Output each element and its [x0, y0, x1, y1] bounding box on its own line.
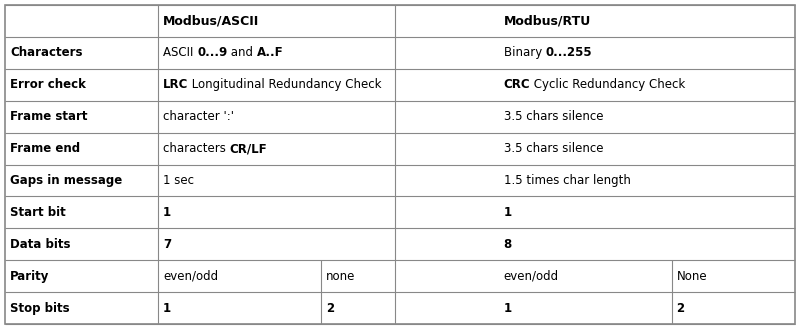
- Text: 2: 2: [677, 302, 685, 315]
- Text: Longitudinal Redundancy Check: Longitudinal Redundancy Check: [189, 78, 382, 91]
- Text: Characters: Characters: [10, 46, 82, 59]
- Text: Stop bits: Stop bits: [10, 302, 70, 315]
- Text: 7: 7: [163, 238, 171, 251]
- Text: 0...255: 0...255: [546, 46, 592, 59]
- Text: Frame start: Frame start: [10, 110, 87, 123]
- Text: 3.5 chars silence: 3.5 chars silence: [504, 110, 603, 123]
- Text: Modbus/RTU: Modbus/RTU: [504, 14, 591, 27]
- Text: A..F: A..F: [257, 46, 284, 59]
- Text: Gaps in message: Gaps in message: [10, 174, 122, 187]
- Text: Frame end: Frame end: [10, 142, 80, 155]
- Text: Binary: Binary: [504, 46, 546, 59]
- Text: 8: 8: [504, 238, 512, 251]
- Text: CR/LF: CR/LF: [230, 142, 267, 155]
- Text: 1: 1: [504, 206, 512, 219]
- Text: even/odd: even/odd: [163, 270, 218, 283]
- Text: LRC: LRC: [163, 78, 189, 91]
- Text: Cyclic Redundancy Check: Cyclic Redundancy Check: [530, 78, 686, 91]
- Text: even/odd: even/odd: [504, 270, 559, 283]
- Text: Data bits: Data bits: [10, 238, 70, 251]
- Text: 2: 2: [326, 302, 334, 315]
- Text: Modbus/ASCII: Modbus/ASCII: [163, 14, 259, 27]
- Text: ASCII: ASCII: [163, 46, 197, 59]
- Text: character ':': character ':': [163, 110, 234, 123]
- Text: 3.5 chars silence: 3.5 chars silence: [504, 142, 603, 155]
- Text: 1: 1: [163, 302, 171, 315]
- Text: 1: 1: [163, 206, 171, 219]
- Text: 0...9: 0...9: [197, 46, 227, 59]
- Text: none: none: [326, 270, 355, 283]
- Text: 1 sec: 1 sec: [163, 174, 194, 187]
- Text: Start bit: Start bit: [10, 206, 66, 219]
- Text: Parity: Parity: [10, 270, 50, 283]
- Text: 1: 1: [504, 302, 512, 315]
- Text: characters: characters: [163, 142, 230, 155]
- Text: and: and: [227, 46, 257, 59]
- Text: 1.5 times char length: 1.5 times char length: [504, 174, 630, 187]
- Text: CRC: CRC: [504, 78, 530, 91]
- Text: Error check: Error check: [10, 78, 86, 91]
- Text: None: None: [677, 270, 707, 283]
